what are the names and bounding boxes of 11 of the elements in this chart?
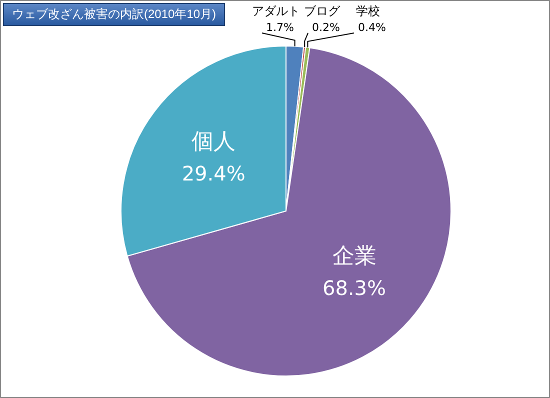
data-label: 29.4% — [182, 161, 246, 186]
slice-label: 学校 — [356, 4, 380, 18]
slice-label: 企業 — [332, 242, 376, 268]
slice-label: ブログ — [304, 4, 341, 18]
data-label: 68.3% — [322, 276, 386, 300]
chart-title: ウェブ改ざん被害の内訳(2010年10月) — [3, 3, 226, 26]
data-label: 0.4% — [358, 21, 386, 34]
slice-label: 個人 — [192, 128, 236, 154]
data-label: 0.2% — [312, 21, 340, 34]
slice-label: アダルト — [252, 4, 300, 18]
data-label: 1.7% — [266, 21, 294, 34]
